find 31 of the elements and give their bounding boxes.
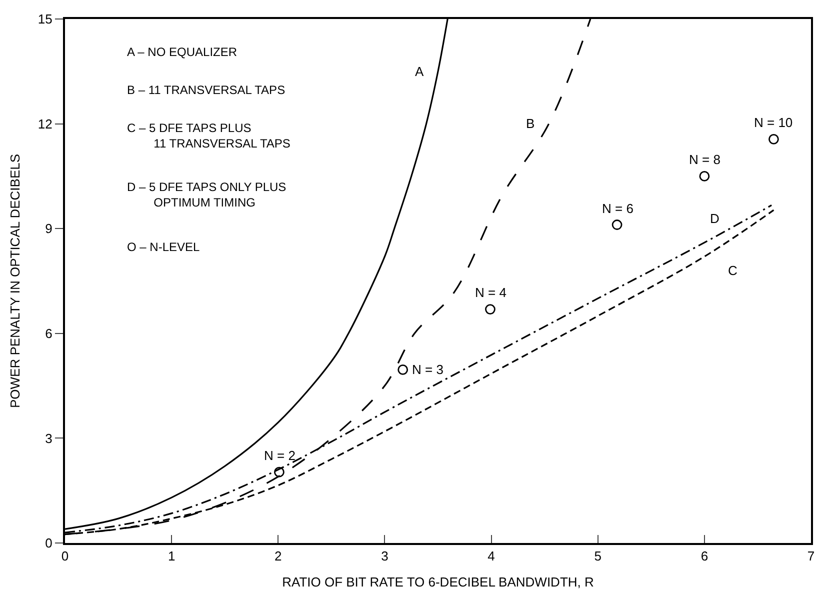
annotation: N = 10 bbox=[754, 115, 793, 130]
x-tick-label: 4 bbox=[488, 548, 495, 564]
y-tick-label: 15 bbox=[38, 12, 52, 27]
x-tick-label: 3 bbox=[381, 548, 388, 564]
annotation: N = 8 bbox=[689, 152, 720, 167]
y-tick-label: 9 bbox=[45, 221, 52, 236]
x-tick-label: 6 bbox=[700, 548, 708, 564]
y-tick-label: 6 bbox=[45, 326, 52, 341]
y-tick-label: 3 bbox=[45, 430, 52, 446]
annotation: A bbox=[415, 64, 424, 79]
annotation: D bbox=[710, 211, 720, 226]
annotation: N = 6 bbox=[602, 201, 634, 216]
annotation: B – 11 TRANSVERSAL TAPS bbox=[127, 83, 286, 97]
x-tick-label: 0 bbox=[61, 548, 69, 564]
annotation: O – N-LEVEL bbox=[127, 240, 200, 254]
annotation: N = 2 bbox=[264, 448, 296, 463]
x-tick-label: 1 bbox=[168, 548, 176, 564]
x-tick-label: 5 bbox=[594, 548, 602, 564]
annotation: A – NO EQUALIZER bbox=[127, 45, 238, 59]
annotation: C bbox=[728, 263, 738, 278]
y-tick-label: 0 bbox=[45, 536, 52, 551]
annotation: D – 5 DFE TAPS ONLY PLUS OPTIMUM TIMING bbox=[127, 180, 286, 210]
annotation: C – 5 DFE TAPS PLUS 11 TRANSVERSAL TAPS bbox=[127, 121, 290, 151]
x-axis-title: RATIO OF BIT RATE TO 6-DECIBEL BANDWIDTH, R bbox=[282, 574, 594, 590]
x-tick-label: 2 bbox=[274, 548, 282, 564]
annotation: N = 4 bbox=[475, 285, 506, 300]
annotation: B bbox=[526, 116, 535, 131]
x-tick-label: 7 bbox=[807, 548, 815, 564]
y-axis-title: POWER PENALTY IN OPTICAL DECIBELS bbox=[7, 154, 22, 408]
y-tick-label: 12 bbox=[38, 116, 52, 132]
annotation: N = 3 bbox=[412, 362, 444, 377]
